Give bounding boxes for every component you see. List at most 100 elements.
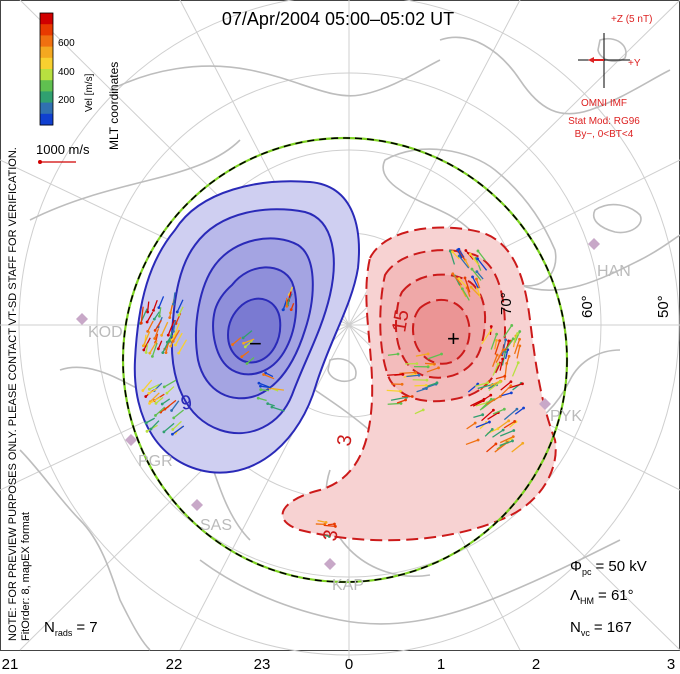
velocity-vector-origin [259,388,263,392]
nvc-stat: Nvc = 167 [570,619,632,638]
velocity-vector [416,387,427,393]
velocity-vector-origin [471,275,474,279]
velocity-vector [471,268,482,281]
velocity-vector-origin [502,348,505,352]
velocity-vector [157,340,163,350]
velocity-vector [498,420,510,429]
velocity-vector-origin [437,366,440,370]
velocity-vector-origin [172,302,175,306]
velocity-vector-origin [161,351,165,355]
velocity-vector-origin [240,355,244,359]
imf-condition: By−, 0<BT<4 [575,129,634,140]
colorbar-swatch [40,13,53,25]
coast-asia-west [19,449,151,651]
fit-order-label: FitOrder: 8, mapEX format [20,512,32,641]
velocity-vector-origin [281,308,285,312]
neg-contour-5 [226,297,282,364]
velocity-vector-origin [475,277,478,281]
velocity-vector [465,439,479,446]
colorbar-swatch [40,24,53,36]
velocity-vector-origin [174,343,177,347]
velocity-vector-origin [404,398,407,402]
velocity-vector-origin [426,365,430,369]
station-label-han: HAN [597,263,631,280]
velocity-vector [148,388,158,394]
velocity-vector [499,358,504,371]
velocity-vector-origin [162,430,166,434]
velocity-vector [449,250,456,265]
velocity-vector [461,288,470,301]
colorbar-swatch [40,46,53,59]
pos-contour-4 [411,299,471,365]
velocity-vector [403,372,416,378]
velocity-vector [499,440,513,447]
colorbar-tick-600: 600 [58,38,75,49]
velocity-vector [172,319,177,332]
map-title: 07/Apr/2004 05:00–05:02 UT [222,9,454,29]
velocity-vector-origin [414,371,417,374]
colorbar-swatch [40,69,53,81]
meridian-g [179,324,350,651]
velocity-vector-origin [521,382,524,386]
velocity-vector-origin [516,361,520,365]
velocity-vector-origin [165,391,169,395]
velocity-vectors [139,247,525,538]
velocity-vector-origin [152,317,156,321]
station-marker-han [588,238,600,250]
velocity-vector [164,399,177,410]
imf-clock [578,33,630,88]
contour-labels: 9 15 3 3 [179,308,414,543]
velocity-vector-origin [146,310,150,314]
velocity-vector [232,336,242,346]
velocity-vector-origin [448,249,452,253]
velocity-vector [169,305,173,318]
velocity-vector [492,363,499,376]
velocity-vector-origin [511,337,515,341]
velocity-vector [481,409,494,422]
mlt-tick-2: 2 [532,656,540,673]
velocity-vector [155,333,159,343]
velocity-vector-origin [152,308,155,312]
velocity-vector-origin [153,329,157,332]
velocity-vector-origin [150,354,154,358]
velocity-vector-origin [154,414,157,417]
velocity-vector-origin [148,351,152,355]
velocity-vector [492,429,504,438]
velocity-vector [142,331,151,346]
velocity-vector-origin [463,276,467,280]
velocity-vector [486,395,501,406]
velocity-vector-origin [510,324,514,327]
velocity-vector [271,406,285,412]
velocity-vector-origin [464,249,468,252]
velocity-vector [503,325,513,338]
velocity-vector [426,367,439,373]
mlt-tick-3: 3 [667,656,675,673]
velocity-vector-origin [147,391,151,395]
velocity-vector [387,353,399,356]
velocity-vector-origin [145,429,149,433]
velocity-vector [263,373,275,380]
velocity-vector [414,409,424,415]
velocity-vector [464,277,471,293]
station-label-pgr: PGR [138,453,173,470]
velocity-vector [499,436,514,444]
velocity-vector-origin [433,362,436,366]
velocity-vector-origin [481,413,485,417]
colorbar-tick-400: 400 [58,67,75,78]
velocity-vector [511,362,519,377]
velocity-vector [492,354,498,367]
velocity-vector [477,383,493,390]
velocity-vector [161,321,169,336]
velocity-vector-origin [503,350,507,354]
velocity-vector-origin [172,416,176,420]
velocity-vector-origin [144,395,148,398]
velocity-vector [452,251,460,260]
velocity-vector [469,253,480,266]
velocity-vector-origin [451,272,455,276]
velocity-vector [155,396,164,404]
velocity-vector-origin [171,428,175,431]
colorbar-swatch [40,35,53,48]
velocity-vector [396,399,406,404]
velocity-vector [495,375,505,380]
station-marker-sas [191,499,203,511]
